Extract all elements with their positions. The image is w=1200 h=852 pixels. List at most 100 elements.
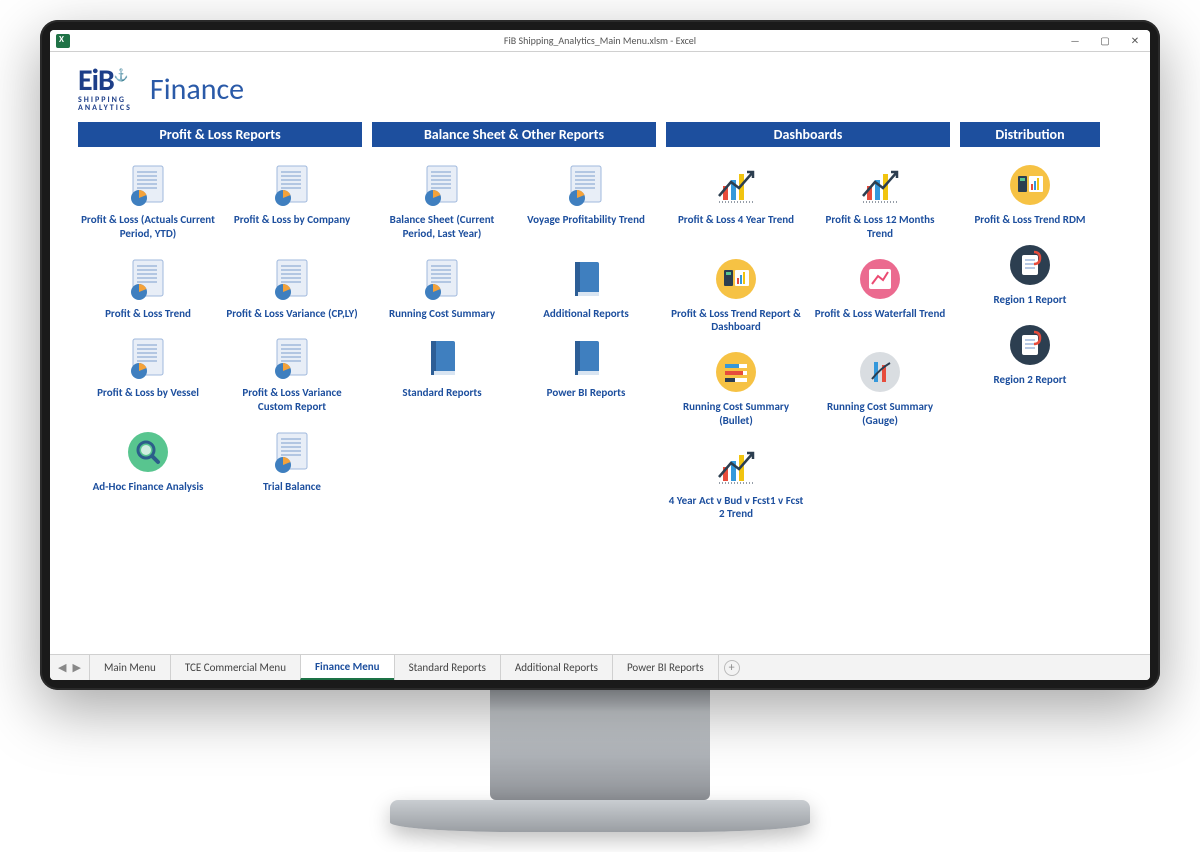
circle-yellow-dash-icon [962, 159, 1098, 211]
monitor-bezel: FiB Shipping_Analytics_Main Menu.xlsm - … [40, 20, 1160, 690]
menu-item[interactable]: Region 1 Report [960, 237, 1100, 309]
menu-item[interactable]: Running Cost Summary [372, 251, 512, 323]
section: Profit & Loss Reports Profit & Loss (Actu… [78, 122, 362, 523]
section-header: Distribution [960, 122, 1100, 147]
section-header: Balance Sheet & Other Reports [372, 122, 656, 147]
menu-item[interactable]: Running Cost Summary (Gauge) [810, 344, 950, 430]
section-grid: Profit & Loss Trend RDM Region 1 Report Re… [960, 157, 1100, 388]
sections-container: Profit & Loss Reports Profit & Loss (Actu… [78, 122, 1122, 523]
sheet-tab-bar: ◀ ▶ Main MenuTCE Commercial MenuFinance … [50, 654, 1150, 680]
screen: FiB Shipping_Analytics_Main Menu.xlsm - … [50, 30, 1150, 680]
section-grid: Balance Sheet (Current Period, Last Year… [372, 157, 656, 402]
chevron-left-icon: ◀ [58, 661, 66, 674]
menu-item-label: Profit & Loss Trend RDM [962, 213, 1098, 227]
monitor-mockup: FiB Shipping_Analytics_Main Menu.xlsm - … [40, 20, 1160, 832]
menu-item[interactable]: Profit & Loss Variance Custom Report [222, 330, 362, 416]
menu-item[interactable]: Profit & Loss (Actuals Current Period, Y… [78, 157, 218, 243]
report-icon [224, 332, 360, 384]
report-icon [374, 159, 510, 211]
section: Distribution Profit & Loss Trend RDM Regio… [960, 122, 1100, 523]
section: DashboardsProfit & Loss 4 Year TrendProf… [666, 122, 950, 523]
menu-item-label: Profit & Loss Trend [80, 307, 216, 321]
menu-item[interactable]: Running Cost Summary (Bullet) [666, 344, 806, 430]
menu-item[interactable]: Profit & Loss by Company [222, 157, 362, 243]
menu-item[interactable]: Profit & Loss Trend [78, 251, 218, 323]
sheet-tab[interactable]: Finance Menu [300, 655, 395, 680]
circle-navy-clip-icon [962, 239, 1098, 291]
menu-item[interactable]: Profit & Loss 12 Months Trend [810, 157, 950, 243]
sheet-tab[interactable]: Additional Reports [500, 655, 613, 680]
menu-item[interactable]: Power BI Reports [516, 330, 656, 402]
menu-item[interactable]: Profit & Loss 4 Year Trend [666, 157, 806, 243]
menu-item[interactable]: Profit & Loss Trend RDM [960, 157, 1100, 229]
report-icon [80, 159, 216, 211]
barchart-icon [812, 159, 948, 211]
menu-item[interactable]: Ad-Hoc Finance Analysis [78, 424, 218, 496]
menu-item-label: Running Cost Summary (Gauge) [812, 400, 948, 428]
book-icon [518, 253, 654, 305]
window-title: FiB Shipping_Analytics_Main Menu.xlsm - … [504, 34, 696, 47]
worksheet-content: EiB⚓ SHIPPING ANALYTICS Finance Profit &… [50, 52, 1150, 654]
menu-item-label: Profit & Loss Waterfall Trend [812, 307, 948, 321]
barchart-icon [668, 440, 804, 492]
window-titlebar: FiB Shipping_Analytics_Main Menu.xlsm - … [50, 30, 1150, 52]
tab-nav-arrows[interactable]: ◀ ▶ [50, 655, 89, 680]
monitor-stand-neck [490, 690, 710, 800]
book-icon [518, 332, 654, 384]
menu-item[interactable]: Voyage Profitability Trend [516, 157, 656, 243]
menu-item-label: Profit & Loss by Vessel [80, 386, 216, 400]
menu-item-label: Profit & Loss 12 Months Trend [812, 213, 948, 241]
menu-item-label: Voyage Profitability Trend [518, 213, 654, 227]
menu-item-label: Running Cost Summary (Bullet) [668, 400, 804, 428]
menu-item[interactable]: Trial Balance [222, 424, 362, 496]
header-row: EiB⚓ SHIPPING ANALYTICS Finance [78, 66, 1122, 112]
circle-navy-clip-icon [962, 319, 1098, 371]
menu-item[interactable]: Profit & Loss Variance (CP,LY) [222, 251, 362, 323]
chevron-right-icon: ▶ [72, 661, 80, 674]
section: Balance Sheet & Other Reports Balance She… [372, 122, 656, 523]
minimize-button[interactable]: — [1060, 30, 1090, 52]
menu-item[interactable]: Profit & Loss by Vessel [78, 330, 218, 416]
sheet-tab[interactable]: TCE Commercial Menu [170, 655, 301, 680]
section-header: Profit & Loss Reports [78, 122, 362, 147]
logo-main-text: EiB⚓ [78, 66, 132, 96]
section-grid: Profit & Loss 4 Year TrendProfit & Loss … [666, 157, 950, 523]
menu-item[interactable]: Additional Reports [516, 251, 656, 323]
close-button[interactable]: ✕ [1120, 30, 1150, 52]
report-icon [518, 159, 654, 211]
window-buttons: — ▢ ✕ [1060, 30, 1150, 52]
add-sheet-button[interactable]: + [719, 655, 745, 680]
sheet-tab[interactable]: Standard Reports [394, 655, 501, 680]
maximize-button[interactable]: ▢ [1090, 30, 1120, 52]
menu-item[interactable]: Region 2 Report [960, 317, 1100, 389]
menu-item[interactable]: Balance Sheet (Current Period, Last Year… [372, 157, 512, 243]
ship-icon: ⚓ [114, 69, 128, 83]
section-grid: Profit & Loss (Actuals Current Period, Y… [78, 157, 362, 496]
menu-item[interactable]: 4 Year Act v Bud v Fcst1 v Fcst 2 Trend [666, 438, 806, 524]
report-icon [80, 253, 216, 305]
menu-item[interactable]: Standard Reports [372, 330, 512, 402]
barchart-icon [668, 159, 804, 211]
plus-icon: + [724, 660, 740, 676]
menu-item-label: Profit & Loss (Actuals Current Period, Y… [80, 213, 216, 241]
sheet-tab[interactable]: Main Menu [89, 655, 171, 680]
menu-item-label: Additional Reports [518, 307, 654, 321]
magnify-green-icon [80, 426, 216, 478]
tabs-list: Main MenuTCE Commercial MenuFinance Menu… [89, 655, 719, 680]
book-icon [374, 332, 510, 384]
menu-item-label: Balance Sheet (Current Period, Last Year… [374, 213, 510, 241]
circle-yellow-dash-icon [668, 253, 804, 305]
sheet-tab[interactable]: Power BI Reports [612, 655, 719, 680]
excel-icon [56, 34, 70, 48]
report-icon [80, 332, 216, 384]
circle-yellow-bullet-icon [668, 346, 804, 398]
report-icon [224, 426, 360, 478]
menu-item[interactable]: Profit & Loss Waterfall Trend [810, 251, 950, 337]
menu-item-label: Profit & Loss Variance (CP,LY) [224, 307, 360, 321]
menu-item-label: Standard Reports [374, 386, 510, 400]
menu-item-label: Ad-Hoc Finance Analysis [80, 480, 216, 494]
logo-sub2: ANALYTICS [78, 104, 132, 112]
page-title: Finance [150, 71, 244, 108]
menu-item[interactable]: Profit & Loss Trend Report & Dashboard [666, 251, 806, 337]
menu-item-label: Trial Balance [224, 480, 360, 494]
